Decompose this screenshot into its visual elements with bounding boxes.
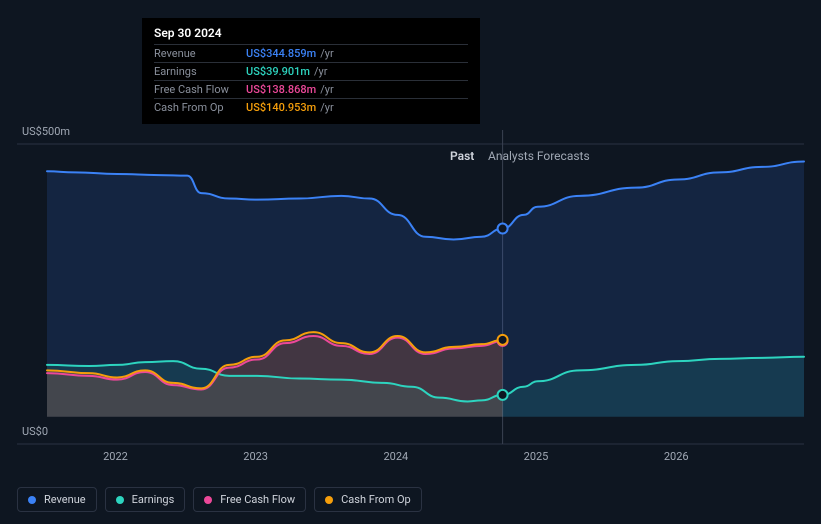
tooltip-row-value: US$39.901m (246, 65, 310, 78)
tooltip-row-suffix: /yr (314, 65, 327, 78)
legend-dot (204, 496, 212, 504)
legend-label: Cash From Op (341, 493, 411, 506)
y-axis-label-bottom: US$0 (22, 425, 48, 438)
x-axis-label: 2025 (524, 450, 549, 463)
tooltip-row-label: Earnings (154, 65, 246, 78)
tooltip-row: Free Cash FlowUS$138.868m/yr (154, 80, 468, 98)
tooltip-row: Cash From OpUS$140.953m/yr (154, 98, 468, 116)
legend-label: Revenue (44, 493, 86, 506)
tooltip-row-suffix: /yr (320, 101, 333, 114)
legend: Revenue Earnings Free Cash Flow Cash From O… (17, 487, 422, 512)
legend-dot (116, 496, 124, 504)
tooltip-row-label: Cash From Op (154, 101, 246, 114)
x-axis-label: 2023 (243, 450, 268, 463)
tooltip-row-value: US$140.953m (246, 101, 316, 114)
section-past: Past (450, 149, 474, 163)
tooltip-row-suffix: /yr (320, 47, 333, 60)
tooltip-row-value: US$344.859m (246, 47, 316, 60)
x-axis-label: 2024 (383, 450, 408, 463)
chart-svg (17, 130, 804, 444)
legend-label: Free Cash Flow (220, 493, 295, 506)
legend-item-fcf[interactable]: Free Cash Flow (193, 487, 306, 512)
legend-item-earnings[interactable]: Earnings (105, 487, 186, 512)
tooltip-row: EarningsUS$39.901m/yr (154, 62, 468, 80)
legend-dot (28, 496, 36, 504)
legend-dot (325, 496, 333, 504)
x-axis-label: 2026 (664, 450, 689, 463)
x-axis-label: 2022 (103, 450, 128, 463)
section-forecast: Analysts Forecasts (488, 149, 590, 163)
tooltip-row-suffix: /yr (320, 83, 333, 96)
tooltip-row-value: US$138.868m (246, 83, 316, 96)
legend-item-revenue[interactable]: Revenue (17, 487, 97, 512)
legend-label: Earnings (132, 493, 175, 506)
legend-item-cfo[interactable]: Cash From Op (314, 487, 422, 512)
tooltip-row-label: Revenue (154, 47, 246, 60)
tooltip-date: Sep 30 2024 (154, 26, 468, 40)
tooltip-row: RevenueUS$344.859m/yr (154, 44, 468, 62)
chart-container (17, 130, 804, 444)
tooltip-row-label: Free Cash Flow (154, 83, 246, 96)
tooltip: Sep 30 2024 RevenueUS$344.859m/yrEarning… (142, 18, 480, 124)
y-axis-label-top: US$500m (22, 125, 70, 138)
